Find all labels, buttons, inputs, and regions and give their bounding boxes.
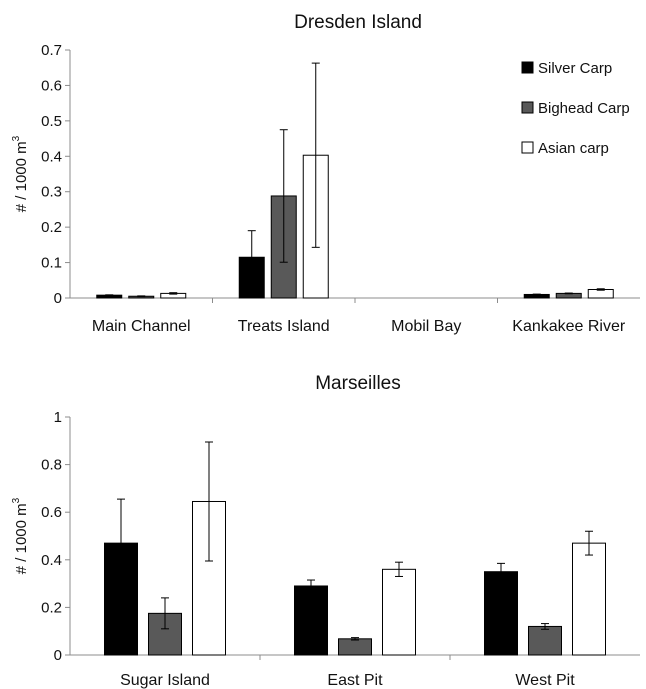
legend-label: Bighead Carp — [538, 100, 630, 117]
bar-silver-carp — [484, 571, 518, 656]
bar-silver-carp — [294, 585, 328, 656]
chart-panel-2: Marseilles # / 1000 m3 0 0.2 0.4 0.6 0.8 1 Sugar… — [11, 373, 640, 689]
bar-asian-carp — [572, 542, 606, 656]
y-tick-label: 0.6 — [41, 77, 62, 94]
x-category-label: Treats Island — [238, 318, 330, 335]
legend-swatch — [521, 141, 534, 154]
legend-label: Asian carp — [538, 140, 609, 157]
y-axis-label: # / 1000 m3 — [11, 497, 30, 574]
x-category-label: West Pit — [515, 672, 575, 689]
y-tick-label: 0.3 — [41, 184, 62, 201]
bar-silver-carp — [104, 542, 138, 656]
y-tick-label: 0.4 — [41, 552, 62, 569]
y-tick-label: 0.5 — [41, 113, 62, 130]
y-tick-label: 0.4 — [41, 148, 62, 165]
y-axis-label-text: # / 1000 m — [13, 141, 30, 212]
chart-panel-1: Dresden Island # / 1000 m3 0 0.1 0.2 0.3 0.4 0.… — [11, 12, 640, 335]
y-tick-label: 0.2 — [41, 219, 62, 236]
chart-legend: Silver Carp Bighead Carp Asian carp — [521, 60, 630, 157]
y-tick-label: 1 — [54, 409, 62, 426]
x-category-label: Main Channel — [92, 318, 191, 335]
y-tick-label: 0.6 — [41, 504, 62, 521]
chart-title: Dresden Island — [294, 12, 422, 33]
bar-asian-carp — [587, 288, 614, 299]
chart-title: Marseilles — [315, 373, 401, 394]
legend-label: Silver Carp — [538, 60, 612, 77]
x-category-label: Kankakee River — [512, 318, 626, 335]
y-axis-label-superscript: 3 — [11, 135, 22, 141]
y-tick-label: 0 — [54, 290, 62, 307]
x-category-label: East Pit — [327, 672, 383, 689]
y-axis-label: # / 1000 m3 — [11, 135, 30, 212]
y-tick-label: 0 — [54, 647, 62, 664]
y-tick-label: 0.2 — [41, 599, 62, 616]
x-category-label: Mobil Bay — [391, 318, 461, 335]
y-axis-label-text: # / 1000 m — [13, 503, 30, 574]
bar-bighead-carp — [338, 638, 372, 656]
y-tick-label: 0.1 — [41, 255, 62, 272]
y-axis-label-superscript: 3 — [11, 497, 22, 503]
legend-swatch — [521, 101, 534, 114]
legend-swatch — [521, 61, 534, 74]
bar-bighead-carp — [528, 625, 562, 656]
bar-asian-carp — [382, 568, 416, 656]
x-category-label: Sugar Island — [120, 672, 210, 689]
y-tick-label: 0.7 — [41, 42, 62, 59]
y-tick-label: 0.8 — [41, 457, 62, 474]
